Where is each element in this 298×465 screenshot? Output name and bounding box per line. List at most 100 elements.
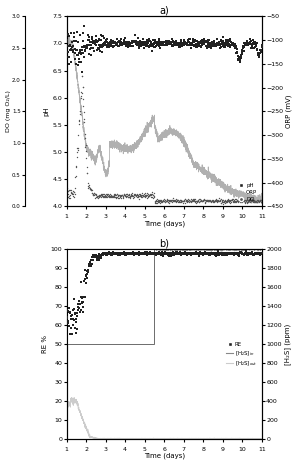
Point [126, 194, 131, 201]
Point [116, 42, 120, 50]
Point [94, 193, 99, 200]
Y-axis label: ORP (mV): ORP (mV) [286, 94, 292, 128]
Point [195, 196, 200, 204]
Point [204, 197, 208, 205]
Point [80, 46, 85, 54]
Point [153, 42, 158, 49]
Point [140, 189, 145, 197]
Point [164, 251, 169, 258]
Point [195, 250, 200, 257]
Point [152, 251, 157, 258]
Point [73, 46, 78, 53]
Point [78, 307, 83, 314]
Point [235, 52, 240, 60]
Point [214, 251, 218, 258]
Point [228, 36, 232, 43]
Point [151, 36, 156, 44]
Point [195, 43, 199, 51]
Point [162, 250, 167, 258]
Point [109, 249, 114, 257]
Point [249, 249, 254, 256]
Point [196, 40, 201, 47]
Point [157, 199, 162, 207]
Point [212, 249, 216, 257]
Point [155, 197, 159, 205]
Point [216, 249, 221, 257]
Point [221, 43, 226, 51]
Point [212, 42, 216, 49]
Point [175, 196, 180, 204]
Point [216, 250, 221, 258]
Point [229, 197, 234, 204]
Point [252, 199, 257, 206]
Point [72, 37, 76, 45]
Point [166, 250, 171, 257]
Point [146, 250, 151, 258]
Point [66, 30, 71, 38]
Point [103, 193, 108, 200]
Point [213, 42, 218, 49]
Point [150, 249, 155, 257]
Point [78, 50, 83, 58]
Point [154, 40, 159, 47]
Point [131, 191, 136, 198]
Point [241, 197, 246, 205]
Point [160, 39, 165, 46]
Point [65, 306, 69, 314]
Point [207, 40, 212, 47]
Point [199, 250, 204, 257]
Point [132, 193, 137, 201]
Point [139, 250, 143, 257]
Point [120, 41, 125, 49]
Point [225, 36, 230, 44]
Point [244, 37, 249, 45]
Point [130, 37, 135, 45]
Point [219, 40, 224, 48]
Point [222, 198, 227, 205]
Point [240, 48, 245, 55]
Point [220, 39, 224, 46]
Point [252, 39, 257, 46]
Point [77, 297, 82, 305]
Point [176, 198, 181, 206]
Point [108, 36, 113, 44]
Point [79, 68, 84, 76]
Point [100, 251, 105, 259]
Point [141, 44, 146, 52]
Point [238, 249, 243, 256]
Point [89, 186, 94, 194]
Point [221, 250, 226, 257]
Point [139, 40, 144, 47]
Point [119, 250, 124, 257]
Point [224, 40, 229, 47]
Point [160, 197, 164, 204]
Point [170, 249, 175, 257]
Point [184, 251, 189, 259]
Point [234, 49, 239, 56]
Point [127, 40, 132, 47]
Point [86, 31, 91, 39]
Point [111, 250, 116, 258]
Point [85, 267, 89, 275]
Point [244, 197, 249, 205]
Point [100, 193, 105, 200]
Point [176, 41, 181, 48]
Point [95, 193, 100, 201]
Point [248, 196, 252, 203]
Point [159, 196, 163, 204]
Point [66, 308, 71, 315]
Point [165, 39, 170, 46]
Point [159, 40, 164, 47]
Point [105, 251, 110, 258]
Point [240, 250, 245, 258]
Point [237, 250, 242, 257]
Point [71, 295, 76, 303]
Point [208, 251, 212, 258]
Point [64, 185, 69, 192]
Point [93, 190, 98, 197]
Point [186, 249, 190, 257]
Point [196, 39, 201, 46]
Point [209, 250, 213, 257]
Point [123, 192, 128, 199]
Point [251, 251, 255, 258]
